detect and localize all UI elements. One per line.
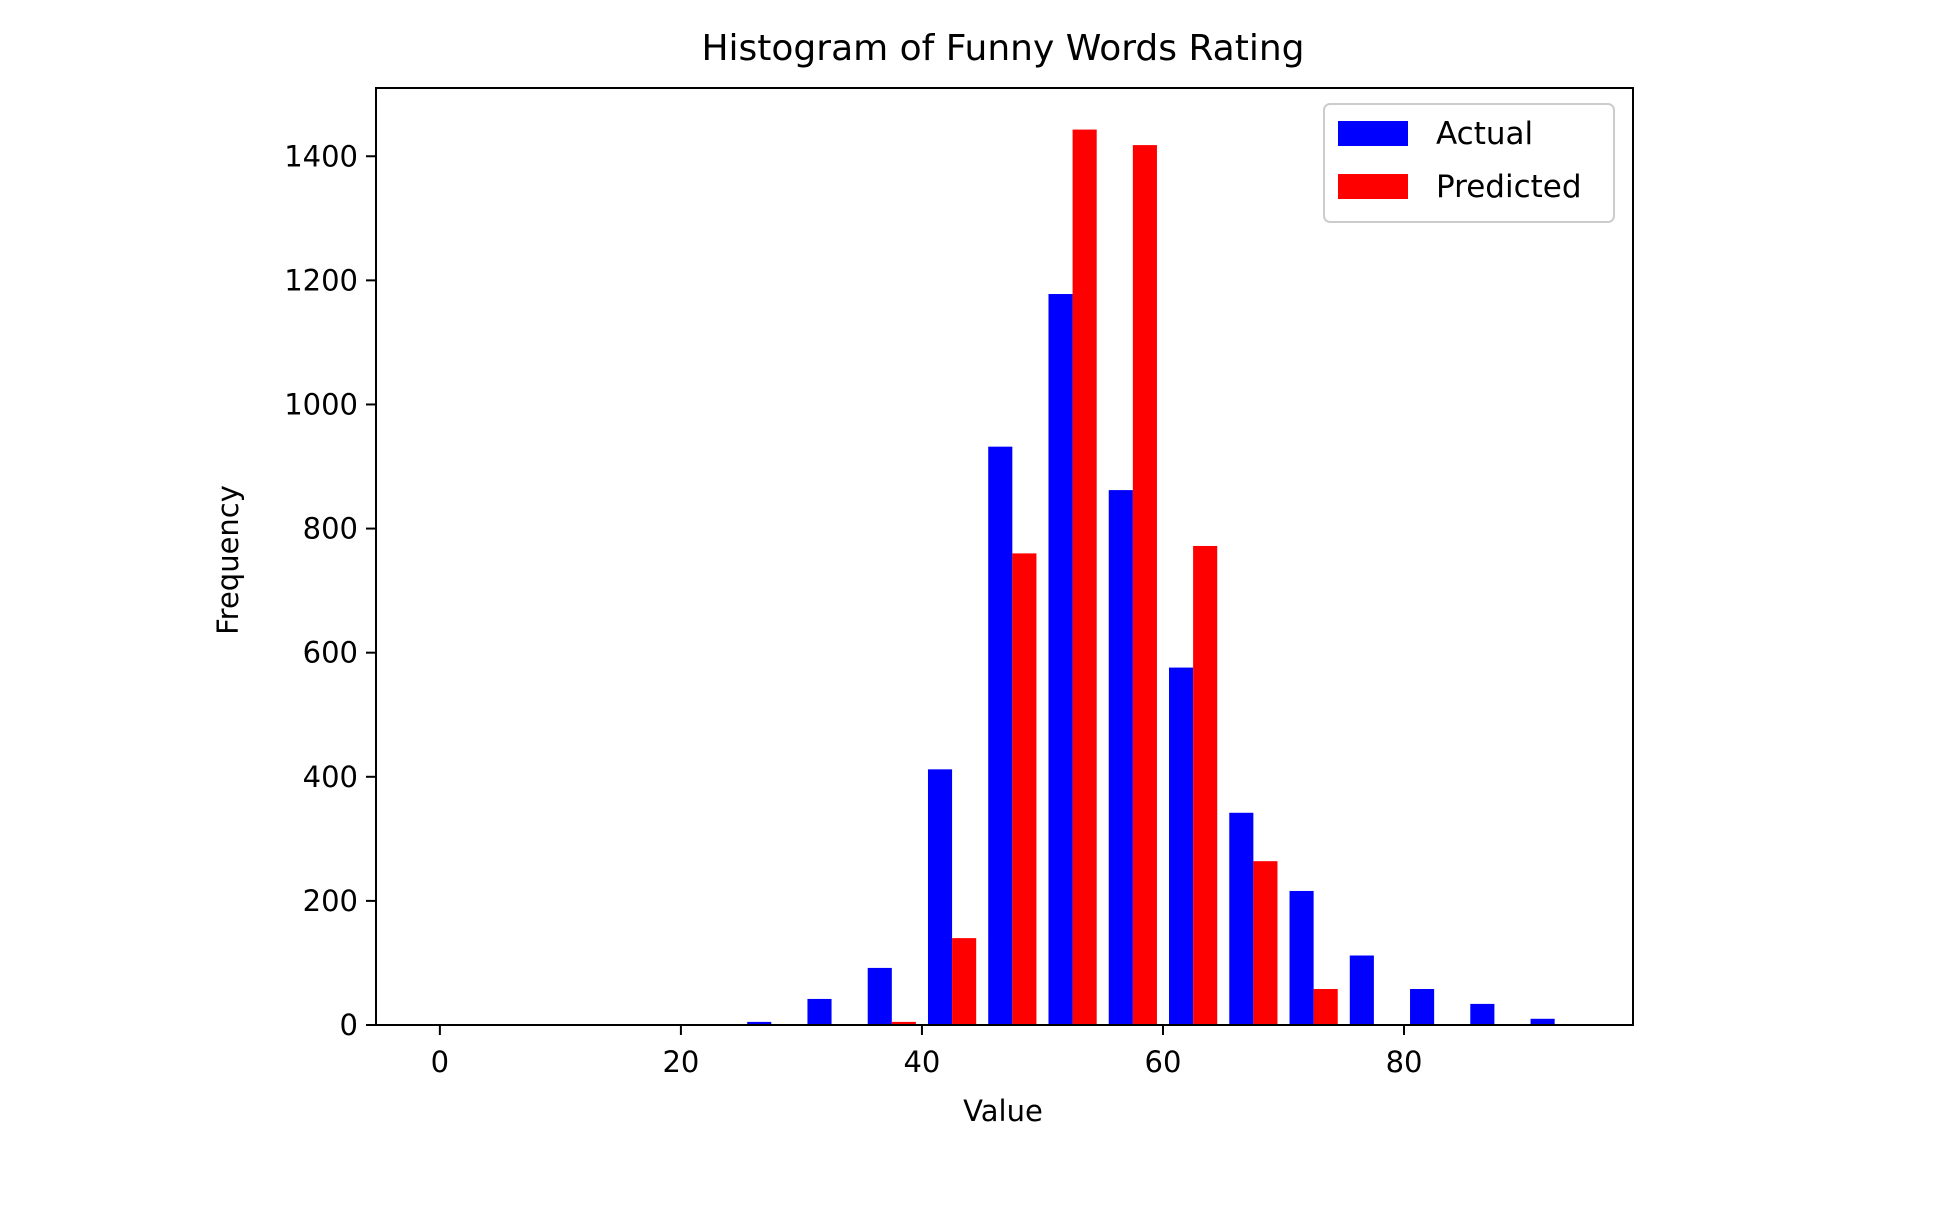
x-axis-label: Value [963,1094,1043,1128]
legend: Actual Predicted [1323,103,1615,223]
bar-actual [867,967,892,1025]
chart-title: Histogram of Funny Words Rating [701,28,1304,69]
bar-actual [1349,955,1374,1025]
bar-predicted [1253,861,1278,1025]
y-tick-label: 200 [303,884,358,918]
bar-predicted [1313,989,1338,1025]
legend-label-predicted: Predicted [1436,169,1582,205]
x-tick-label: 80 [1386,1045,1423,1079]
y-axis-label: Frequency [211,485,245,635]
legend-swatch-predicted [1338,174,1408,199]
bar-predicted [952,938,977,1025]
bar-actual [988,446,1013,1025]
bar-actual [1470,1003,1495,1025]
y-tick-label: 400 [303,760,358,794]
bar-predicted [1132,145,1157,1025]
plot-frame [375,87,1634,1026]
x-axis: 0 20 40 60 80 [431,1025,1423,1079]
x-tick-label: 20 [662,1045,699,1079]
bar-actual [1108,490,1133,1026]
bar-predicted [1193,545,1218,1025]
x-tick-label: 60 [1145,1045,1182,1079]
y-tick-label: 1400 [284,139,358,173]
bar-actual [1169,667,1194,1025]
bar-actual [747,1021,772,1025]
legend-label-actual: Actual [1436,116,1533,152]
bars-group [747,129,1555,1026]
y-tick-label: 0 [340,1008,358,1042]
y-tick-label: 1200 [284,263,358,297]
y-tick-label: 600 [303,636,358,670]
bar-actual [1410,989,1435,1025]
bar-actual [927,769,953,1025]
bar-predicted [891,1021,916,1025]
bar-actual [1530,1018,1555,1025]
bar-actual [1229,812,1254,1025]
x-tick-label: 0 [431,1045,449,1079]
bar-actual [1048,294,1073,1026]
y-axis: 0 200 400 600 800 1000 1200 1400 [284,139,376,1042]
y-tick-label: 1000 [284,387,358,421]
bar-predicted [1072,129,1097,1025]
bar-predicted [1012,553,1037,1025]
bar-actual [1289,890,1314,1025]
x-tick-label: 40 [903,1045,940,1079]
bar-actual [807,998,832,1025]
y-tick-label: 800 [303,512,358,546]
legend-swatch-actual [1338,121,1408,146]
